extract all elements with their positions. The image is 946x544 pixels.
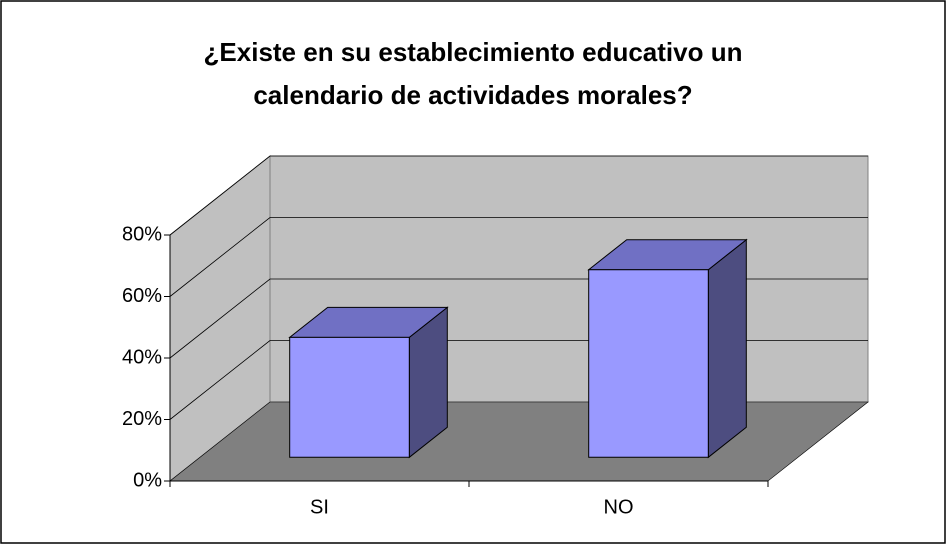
bar	[587, 238, 748, 459]
y-tick-label: 40%	[122, 346, 162, 368]
bar-side	[707, 238, 747, 459]
plot-walls	[169, 154, 869, 483]
bar-front	[588, 269, 709, 458]
bar	[288, 306, 449, 459]
grid-line	[169, 217, 868, 297]
y-tick-label: 0%	[133, 469, 162, 491]
y-tick-label: 60%	[122, 285, 162, 307]
y-tick-label: 80%	[122, 223, 162, 245]
x-tick-label: SI	[310, 496, 329, 518]
grid-line	[169, 155, 868, 236]
floor	[169, 401, 869, 482]
y-tick-label: 20%	[122, 408, 162, 430]
x-tick-label: NO	[604, 496, 634, 518]
bar-front	[289, 336, 410, 458]
chart-title: calendario de actividades morales?	[253, 80, 692, 110]
chart-title: ¿Existe en su establecimiento educativo …	[204, 37, 743, 67]
